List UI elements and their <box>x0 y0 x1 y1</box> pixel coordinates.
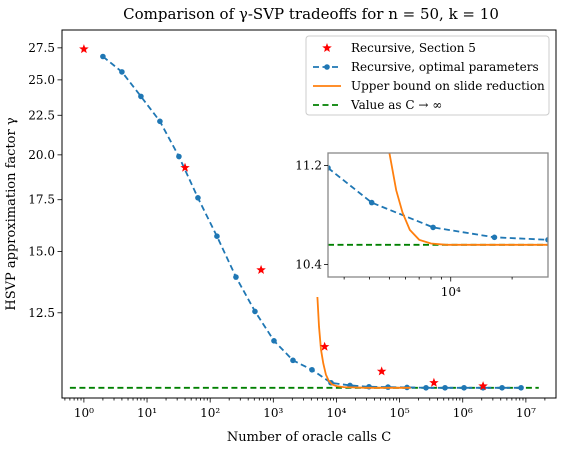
point-marker <box>491 234 498 241</box>
point-marker <box>423 384 429 391</box>
inset-y-tick-label: 11.2 <box>295 158 322 172</box>
y-axis-title: HSVP approximation factor γ <box>4 117 19 310</box>
y-tick-label: 17.5 <box>28 193 55 207</box>
y-tick-label: 25.0 <box>28 73 55 87</box>
point-marker <box>271 338 277 344</box>
plot-frame <box>61 29 557 399</box>
y-tick-label: 15.0 <box>28 245 55 259</box>
legend-label: Upper bound on slide reduction <box>351 79 545 93</box>
series-line <box>316 296 411 389</box>
legend: Recursive, Section 5 Recursive, optimal p… <box>305 35 550 116</box>
star-marker <box>79 44 89 54</box>
inset-x-tick-label: 10⁴ <box>441 285 461 299</box>
point-marker <box>368 199 375 206</box>
point-marker <box>499 384 505 391</box>
point-marker <box>119 69 125 75</box>
chart-title: Comparison of γ-SVP tradeoffs for n = 50… <box>123 5 499 23</box>
y-tick-label: 22.5 <box>28 108 55 122</box>
series-line <box>388 153 548 246</box>
point-marker <box>233 274 239 280</box>
main-plot-area: 10⁰ 10¹ 10² 10³ 10⁴ 10⁵ 10⁶ 10⁷ 12.5 15.0 17.5 20.0… <box>28 41 546 420</box>
x-tick-label: 10⁶ <box>453 406 473 420</box>
point-marker <box>100 53 106 60</box>
star-marker <box>429 377 439 387</box>
x-tick-label: 10⁷ <box>516 406 536 420</box>
inset-frame <box>327 152 549 278</box>
legend-star-marker <box>322 43 332 52</box>
point-marker <box>366 383 372 390</box>
y-tick-label: 27.5 <box>28 41 55 55</box>
star-marker <box>180 162 190 172</box>
point-marker <box>290 357 296 364</box>
star-marker <box>319 341 330 351</box>
point-marker <box>518 384 524 391</box>
point-marker <box>328 165 331 171</box>
star-marker <box>376 366 387 376</box>
point-marker <box>138 93 144 100</box>
inset-series-group <box>328 153 548 246</box>
star-marker <box>256 264 266 274</box>
legend-label: Recursive, optimal parameters <box>351 60 539 74</box>
x-tick-label: 10¹ <box>137 406 157 420</box>
point-marker <box>442 384 448 391</box>
point-marker <box>195 195 201 201</box>
y-tick-label: 12.5 <box>28 306 55 320</box>
x-tick-label: 10² <box>200 406 220 420</box>
inset-plot: 10.4 11.2 10⁴ <box>295 152 549 299</box>
legend-label: Value as C → ∞ <box>350 98 442 112</box>
star-marker <box>478 381 488 391</box>
legend-label: Recursive, Section 5 <box>351 41 476 55</box>
point-marker <box>309 366 315 373</box>
x-tick-label: 10⁵ <box>390 406 410 420</box>
legend-box <box>305 35 550 116</box>
point-marker <box>545 237 548 243</box>
point-marker <box>214 233 220 239</box>
point-marker <box>430 224 436 231</box>
y-tick-label: 20.0 <box>28 148 55 162</box>
x-tick-label: 10⁰ <box>74 406 94 420</box>
legend-point-marker <box>324 64 330 70</box>
series-line <box>328 167 548 241</box>
x-tick-label: 10⁴ <box>326 406 346 420</box>
inset-y-tick-label: 10.4 <box>295 258 322 272</box>
point-marker <box>157 118 163 125</box>
x-tick-label: 10³ <box>263 406 283 420</box>
point-marker <box>176 153 182 160</box>
x-axis-title: Number of oracle calls C <box>227 430 391 445</box>
point-marker <box>252 308 258 315</box>
point-marker <box>461 384 467 391</box>
inset-background <box>328 153 548 277</box>
